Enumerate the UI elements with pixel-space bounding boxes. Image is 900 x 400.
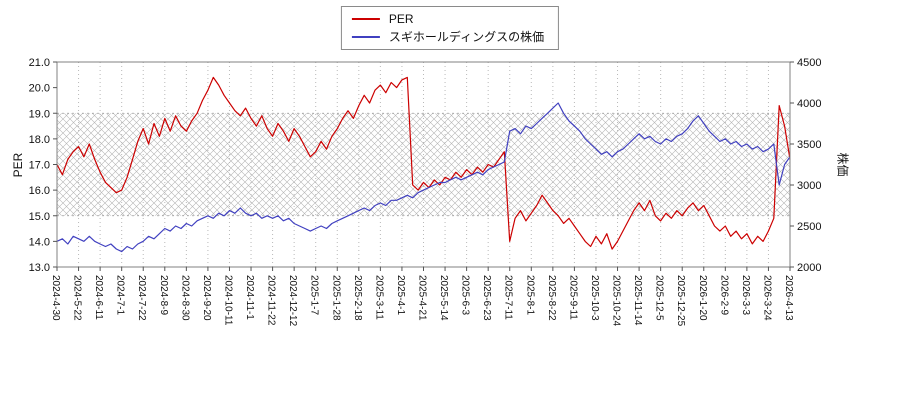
svg-text:20.0: 20.0: [29, 83, 50, 95]
svg-text:3000: 3000: [797, 180, 821, 192]
legend-item-stock-price: スギホールディングスの株価: [351, 30, 545, 44]
svg-text:19.0: 19.0: [29, 108, 50, 120]
svg-text:2026-2-9: 2026-2-9: [718, 275, 729, 315]
svg-text:2025-1-28: 2025-1-28: [330, 275, 341, 321]
svg-text:2025-2-18: 2025-2-18: [352, 275, 363, 321]
svg-text:2025-4-21: 2025-4-21: [417, 275, 428, 321]
svg-text:2025-12-25: 2025-12-25: [675, 275, 686, 327]
svg-text:13.0: 13.0: [29, 262, 50, 274]
svg-text:2025-10-3: 2025-10-3: [589, 275, 600, 321]
svg-text:2026-3-24: 2026-3-24: [761, 275, 772, 321]
legend-label-per: PER: [388, 12, 414, 26]
svg-text:2500: 2500: [797, 221, 821, 233]
legend-label-stock-price: スギホールディングスの株価: [388, 30, 545, 44]
svg-text:2025-7-11: 2025-7-11: [503, 275, 514, 320]
svg-text:2024-11-22: 2024-11-22: [266, 275, 277, 326]
svg-text:2025-5-14: 2025-5-14: [438, 275, 449, 321]
svg-text:2024-6-11: 2024-6-11: [93, 275, 104, 320]
svg-text:2026-1-20: 2026-1-20: [697, 275, 708, 321]
svg-text:2025-3-11: 2025-3-11: [373, 275, 384, 320]
svg-text:2025-12-5: 2025-12-5: [654, 275, 665, 321]
svg-text:2025-9-11: 2025-9-11: [567, 275, 578, 320]
svg-text:2025-11-14: 2025-11-14: [632, 275, 643, 326]
svg-text:17.0: 17.0: [29, 160, 50, 172]
svg-text:4500: 4500: [797, 57, 821, 69]
svg-text:2024-8-9: 2024-8-9: [158, 275, 169, 315]
svg-text:2024-7-22: 2024-7-22: [136, 275, 147, 321]
svg-text:21.0: 21.0: [29, 57, 50, 69]
svg-text:2024-4-30: 2024-4-30: [50, 275, 61, 321]
left-axis-title: PER: [11, 152, 25, 178]
legend-item-per: PER: [351, 12, 544, 26]
svg-text:2025-10-24: 2025-10-24: [611, 275, 622, 327]
right-axis-title: 株価: [835, 152, 850, 177]
svg-text:2024-7-1: 2024-7-1: [115, 275, 126, 315]
svg-text:2024-5-22: 2024-5-22: [72, 275, 83, 321]
svg-text:2024-12-12: 2024-12-12: [287, 275, 298, 327]
svg-text:14.0: 14.0: [29, 236, 50, 248]
svg-text:2000: 2000: [797, 262, 821, 274]
svg-text:18.0: 18.0: [29, 134, 50, 146]
svg-text:2024-11-1: 2024-11-1: [244, 275, 255, 320]
per-line-swatch-icon: [351, 18, 380, 20]
svg-text:2025-8-22: 2025-8-22: [546, 275, 557, 321]
chart-legend: PER スギホールディングスの株価: [340, 6, 560, 50]
svg-text:16.0: 16.0: [29, 185, 50, 197]
svg-text:2025-8-1: 2025-8-1: [524, 275, 535, 315]
svg-text:2026-3-3: 2026-3-3: [740, 275, 751, 315]
svg-text:2024-10-11: 2024-10-11: [222, 275, 233, 326]
svg-text:4000: 4000: [797, 98, 821, 110]
svg-text:3500: 3500: [797, 139, 821, 151]
svg-text:2024-9-20: 2024-9-20: [201, 275, 212, 321]
svg-text:15.0: 15.0: [29, 211, 50, 223]
svg-text:2025-4-1: 2025-4-1: [395, 275, 406, 315]
svg-text:2025-1-7: 2025-1-7: [309, 275, 320, 315]
svg-text:2026-4-13: 2026-4-13: [783, 275, 794, 321]
svg-text:2025-6-23: 2025-6-23: [481, 275, 492, 321]
svg-text:2025-6-3: 2025-6-3: [460, 275, 471, 315]
stock-line-swatch-icon: [351, 36, 380, 38]
svg-text:2024-8-30: 2024-8-30: [179, 275, 190, 321]
